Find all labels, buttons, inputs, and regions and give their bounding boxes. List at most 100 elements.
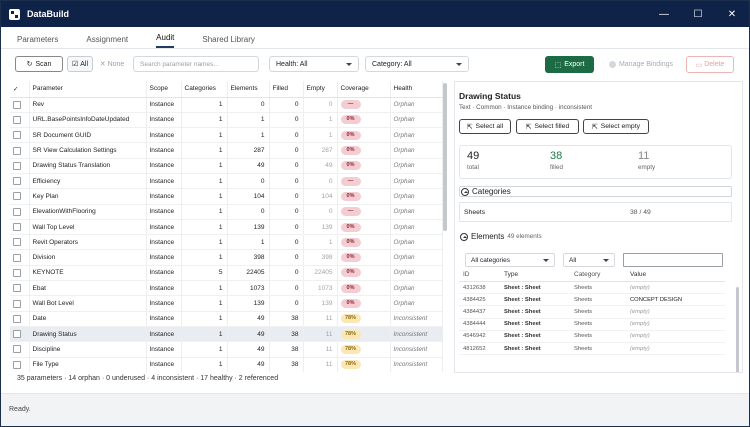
- tab-audit[interactable]: Audit: [156, 33, 175, 48]
- column-header[interactable]: Parameter: [29, 81, 147, 98]
- column-header[interactable]: Categories: [181, 81, 228, 98]
- elements-scrollbar[interactable]: [736, 287, 739, 372]
- element-row[interactable]: 4384437 Sheet : Sheet Sheets (empty): [459, 306, 725, 319]
- table-row[interactable]: Division Instance 1 398 0 398 0% Orphan: [10, 249, 443, 266]
- grid-scrollbar[interactable]: [443, 83, 447, 231]
- element-category-select[interactable]: All categories: [465, 253, 555, 267]
- table-row[interactable]: Discipline Instance 1 49 38 11 78% Inconsistent: [10, 341, 443, 358]
- tab-assignment[interactable]: Assignment: [86, 35, 129, 44]
- column-header[interactable]: Empty: [303, 81, 338, 98]
- categories-section-header[interactable]: Categories: [459, 186, 732, 197]
- row-checkbox[interactable]: [13, 223, 21, 232]
- select-empty-button[interactable]: ⇱ Select empty: [583, 119, 649, 134]
- table-row[interactable]: ElevationWithFlooring Instance 1 0 0 0— Orphan: [10, 204, 443, 220]
- element-row[interactable]: 4384444 Sheet : Sheet Sheets (empty): [459, 319, 725, 331]
- column-header[interactable]: Coverage: [337, 81, 391, 98]
- select-all-elements-button[interactable]: ⇱ Select all: [459, 119, 511, 134]
- elements-section-header[interactable]: Elements 49 elements: [459, 232, 542, 241]
- table-row[interactable]: Wall Bot Level Instance 1 139 0 139 0% Orphan: [10, 295, 443, 312]
- element-row[interactable]: 4812652 Sheet : Sheet Sheets (empty): [459, 343, 725, 356]
- select-none-button[interactable]: ✕ None: [97, 56, 127, 72]
- parameter-name-cell: Drawing Status Translation: [29, 158, 147, 174]
- row-checkbox[interactable]: [13, 192, 21, 201]
- row-checkbox[interactable]: [13, 314, 21, 323]
- table-row[interactable]: Revit Operators Instance 1 1 0 1 0% Orphan: [10, 234, 443, 251]
- table-row[interactable]: Date Instance 1 49 38 11 78% Inconsistent: [10, 311, 443, 327]
- element-search-input[interactable]: [623, 253, 723, 267]
- table-row[interactable]: Ebat Instance 1 1073 0 1073 0% Orphan: [10, 280, 443, 297]
- minimize-icon[interactable]: —: [659, 8, 669, 20]
- row-checkbox[interactable]: [13, 100, 21, 109]
- empty-cell: 1073: [303, 280, 338, 297]
- table-row[interactable]: SR Document GUID Instance 1 1 0 1 0% Orphan: [10, 127, 443, 144]
- element-row[interactable]: 4312638 Sheet : Sheet Sheets (empty): [459, 282, 725, 295]
- delete-button[interactable]: ▭ Delete: [686, 56, 734, 73]
- health-cell: Orphan: [390, 173, 443, 190]
- search-input[interactable]: Search parameter names...: [133, 56, 259, 72]
- coverage-badge: 0%: [340, 299, 361, 308]
- row-checkbox[interactable]: [13, 207, 21, 216]
- column-header[interactable]: Health: [390, 81, 443, 98]
- table-row[interactable]: SR View Calculation Settings Instance 1 287…: [10, 142, 443, 159]
- filled-cell: 0: [269, 234, 304, 251]
- row-checkbox[interactable]: [13, 253, 21, 262]
- element-type: Sheet : Sheet: [504, 296, 541, 303]
- table-row[interactable]: Drawing Status Translation Instance 1 49 0 49…: [10, 158, 443, 174]
- element-value: (empty): [630, 321, 650, 328]
- row-checkbox[interactable]: [13, 177, 21, 186]
- scan-button[interactable]: ↻ Scan: [15, 56, 63, 72]
- empty-cell: 1: [303, 112, 338, 129]
- elements-cell: 0: [227, 204, 270, 220]
- select-all-button[interactable]: ☑ All: [67, 56, 93, 72]
- export-button[interactable]: ⬚ Export: [545, 56, 594, 73]
- row-checkbox-cell: [10, 204, 30, 220]
- row-checkbox[interactable]: [13, 345, 21, 354]
- category-filter-select[interactable]: Category: All: [365, 56, 469, 72]
- table-row[interactable]: File Type Instance 1 49 38 11 78% Inconsistent: [10, 357, 443, 372]
- row-checkbox[interactable]: [13, 161, 21, 170]
- row-checkbox[interactable]: [13, 330, 21, 339]
- table-row[interactable]: Wall Top Level Instance 1 139 0 139 0% Orphan: [10, 219, 443, 236]
- element-row[interactable]: 4384425 Sheet : Sheet Sheets CONCEPT DESIGN: [459, 294, 725, 307]
- empty-cell: 0: [303, 204, 338, 220]
- manage-bindings-button[interactable]: Manage Bindings: [605, 56, 677, 73]
- column-header[interactable]: ✓: [10, 81, 30, 98]
- row-checkbox[interactable]: [13, 360, 21, 369]
- export-icon: ⬚: [554, 61, 562, 69]
- health-cell: Inconsistent: [390, 326, 443, 343]
- row-checkbox[interactable]: [13, 284, 21, 293]
- row-checkbox[interactable]: [13, 131, 21, 140]
- table-row[interactable]: KEYNOTE Instance 5 22405 0 22405 0% Orphan: [10, 265, 443, 282]
- column-header[interactable]: Filled: [269, 81, 304, 98]
- table-row[interactable]: Drawing Status Instance 1 49 38 11 78% Inconsis…: [10, 326, 443, 343]
- tab-parameters[interactable]: Parameters: [17, 35, 59, 44]
- row-checkbox[interactable]: [13, 115, 21, 124]
- column-header[interactable]: Scope: [146, 81, 182, 98]
- column-header[interactable]: Elements: [227, 81, 270, 98]
- table-row[interactable]: Rev Instance 1 0 0 0— Orphan: [10, 97, 443, 113]
- scope-cell: Instance: [146, 357, 182, 372]
- close-icon[interactable]: ✕: [727, 8, 737, 20]
- row-checkbox[interactable]: [13, 238, 21, 247]
- table-row[interactable]: URL.BasePointsInfoDateUpdated Instance 1 1 0…: [10, 112, 443, 129]
- row-checkbox[interactable]: [13, 268, 21, 277]
- table-row[interactable]: Key Plan Instance 1 104 0 104 0% Orphan: [10, 188, 443, 205]
- coverage-badge: 0%: [340, 191, 361, 201]
- category-row[interactable]: Sheets 38 / 49: [459, 202, 732, 222]
- toolbar: ↻ Scan ☑ All ✕ None Search parameter names.…: [1, 49, 749, 79]
- category-name: Sheets: [464, 208, 486, 216]
- filled-cell: 0: [269, 112, 304, 129]
- tab-shared-library[interactable]: Shared Library: [202, 35, 255, 44]
- row-checkbox[interactable]: [13, 299, 21, 308]
- maximize-icon[interactable]: ☐: [693, 8, 703, 20]
- select-filled-button[interactable]: ⇱ Select filled: [516, 119, 579, 134]
- element-row[interactable]: 4546942 Sheet : Sheet Sheets (empty): [459, 331, 725, 343]
- elements-cell: 1: [227, 112, 270, 129]
- empty-cell: 11: [303, 326, 338, 343]
- parameter-name-cell: Discipline: [29, 341, 147, 358]
- health-filter-select[interactable]: Health: All: [269, 56, 359, 72]
- element-state-select[interactable]: All: [563, 253, 615, 267]
- row-checkbox[interactable]: [13, 146, 21, 155]
- health-cell: Orphan: [390, 188, 443, 205]
- table-row[interactable]: Efficiency Instance 1 0 0 0— Orphan: [10, 173, 443, 190]
